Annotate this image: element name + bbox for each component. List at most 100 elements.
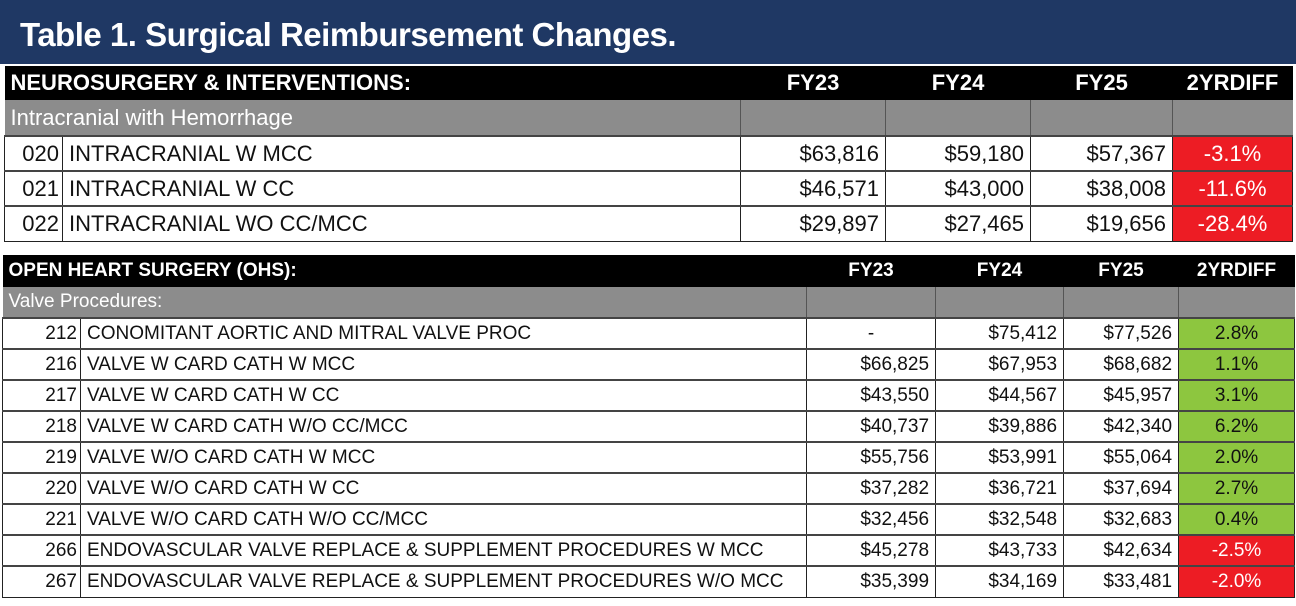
subheading: Valve Procedures: xyxy=(2,287,807,318)
drg-code: 220 xyxy=(2,472,81,505)
table-row: 218 VALVE W CARD CATH W/O CC/MCC $40,737 $3… xyxy=(2,410,1296,443)
fy24-value: $59,180 xyxy=(885,135,1032,172)
subheading-row: Intracranial with Hemorrhage xyxy=(4,100,1293,136)
drg-code: 221 xyxy=(2,503,81,536)
two-year-diff: 6.2% xyxy=(1178,410,1296,443)
fy25-value: $42,634 xyxy=(1063,534,1180,567)
two-year-diff: 0.4% xyxy=(1178,503,1296,536)
drg-description: VALVE W/O CARD CATH W MCC xyxy=(79,441,808,474)
column-header: FY23 xyxy=(806,255,936,287)
drg-description: VALVE W CARD CATH W MCC xyxy=(79,348,808,381)
fy25-value: $68,682 xyxy=(1063,348,1180,381)
fy25-value: $33,481 xyxy=(1063,565,1180,598)
subheading-row: Valve Procedures: xyxy=(2,287,1295,318)
column-header: FY25 xyxy=(1030,66,1173,100)
drg-description: INTRACRANIAL WO CC/MCC xyxy=(61,205,742,242)
drg-description: VALVE W/O CARD CATH W CC xyxy=(79,472,808,505)
fy23-value: $66,825 xyxy=(806,348,937,381)
fy24-value: $43,733 xyxy=(935,534,1065,567)
column-header: FY24 xyxy=(935,255,1064,287)
two-year-diff: -2.5% xyxy=(1178,534,1296,567)
fy23-value: $46,571 xyxy=(740,170,887,207)
fy24-value: $39,886 xyxy=(935,410,1065,443)
table-row: 022 INTRACRANIAL WO CC/MCC $29,897 $27,465 $… xyxy=(4,205,1294,242)
fy25-value: $42,340 xyxy=(1063,410,1180,443)
fy24-value: $32,548 xyxy=(935,503,1065,536)
drg-code: 021 xyxy=(4,170,63,207)
two-year-diff: 2.8% xyxy=(1178,317,1296,350)
fy23-value: - xyxy=(806,317,937,350)
fy23-value: $29,897 xyxy=(740,205,887,242)
subheading-cell xyxy=(1030,100,1173,136)
drg-code: 219 xyxy=(2,441,81,474)
fy24-value: $27,465 xyxy=(885,205,1032,242)
drg-description: CONOMITANT AORTIC AND MITRAL VALVE PROC xyxy=(79,317,808,350)
subheading-cell xyxy=(1063,287,1179,318)
fy25-value: $38,008 xyxy=(1030,170,1174,207)
section-heading: OPEN HEART SURGERY (OHS): xyxy=(2,255,807,287)
two-year-diff: 2.7% xyxy=(1178,472,1296,505)
neurosurgery-table: NEUROSURGERY & INTERVENTIONS: FY23 FY24 FY2… xyxy=(4,66,1294,242)
drg-code: 266 xyxy=(2,534,81,567)
table-row: 219 VALVE W/O CARD CATH W MCC $55,756 $53,9… xyxy=(2,441,1296,474)
fy25-value: $55,064 xyxy=(1063,441,1180,474)
drg-description: ENDOVASCULAR VALVE REPLACE & SUPPLEMENT … xyxy=(79,534,808,567)
drg-description: VALVE W CARD CATH W/O CC/MCC xyxy=(79,410,808,443)
fy25-value: $45,957 xyxy=(1063,379,1180,412)
fy23-value: $55,756 xyxy=(806,441,937,474)
fy23-value: $32,456 xyxy=(806,503,937,536)
fy25-value: $57,367 xyxy=(1030,135,1174,172)
table-row: 220 VALVE W/O CARD CATH W CC $37,282 $36,72… xyxy=(2,472,1296,505)
fy23-value: $43,550 xyxy=(806,379,937,412)
two-year-diff: -3.1% xyxy=(1172,135,1294,172)
section-heading: NEUROSURGERY & INTERVENTIONS: xyxy=(4,66,741,100)
drg-description: VALVE W/O CARD CATH W/O CC/MCC xyxy=(79,503,808,536)
table-row: 221 VALVE W/O CARD CATH W/O CC/MCC $32,456… xyxy=(2,503,1296,536)
column-header: FY24 xyxy=(885,66,1031,100)
column-header: FY23 xyxy=(740,66,886,100)
table-row: 020 INTRACRANIAL W MCC $63,816 $59,180 $57,3… xyxy=(4,135,1294,172)
fy24-value: $36,721 xyxy=(935,472,1065,505)
subheading: Intracranial with Hemorrhage xyxy=(4,100,741,136)
subheading-cell xyxy=(806,287,936,318)
drg-description: INTRACRANIAL W CC xyxy=(61,170,742,207)
table-row: 267 ENDOVASCULAR VALVE REPLACE & SUPPLEME… xyxy=(2,565,1296,598)
fy25-value: $19,656 xyxy=(1030,205,1174,242)
drg-code: 267 xyxy=(2,565,81,598)
two-year-diff: -11.6% xyxy=(1172,170,1294,207)
fy23-value: $40,737 xyxy=(806,410,937,443)
drg-code: 216 xyxy=(2,348,81,381)
drg-description: INTRACRANIAL W MCC xyxy=(61,135,742,172)
fy25-value: $37,694 xyxy=(1063,472,1180,505)
header-row: NEUROSURGERY & INTERVENTIONS: FY23 FY24 FY2… xyxy=(4,66,1293,100)
table-row: 212 CONOMITANT AORTIC AND MITRAL VALVE PR… xyxy=(2,317,1296,350)
drg-code: 217 xyxy=(2,379,81,412)
fy24-value: $34,169 xyxy=(935,565,1065,598)
drg-description: ENDOVASCULAR VALVE REPLACE & SUPPLEMENT … xyxy=(79,565,808,598)
fy23-value: $45,278 xyxy=(806,534,937,567)
fy25-value: $32,683 xyxy=(1063,503,1180,536)
fy24-value: $53,991 xyxy=(935,441,1065,474)
two-year-diff: -28.4% xyxy=(1172,205,1294,242)
column-header: 2YRDIFF xyxy=(1178,255,1295,287)
column-header: FY25 xyxy=(1063,255,1179,287)
subheading-cell xyxy=(935,287,1064,318)
fy25-value: $77,526 xyxy=(1063,317,1180,350)
fy24-value: $43,000 xyxy=(885,170,1032,207)
drg-description: VALVE W CARD CATH W CC xyxy=(79,379,808,412)
table-row: 021 INTRACRANIAL W CC $46,571 $43,000 $38,00… xyxy=(4,170,1294,207)
drg-code: 218 xyxy=(2,410,81,443)
table-row: 216 VALVE W CARD CATH W MCC $66,825 $67,953… xyxy=(2,348,1296,381)
fy23-value: $37,282 xyxy=(806,472,937,505)
drg-code: 020 xyxy=(4,135,63,172)
two-year-diff: 1.1% xyxy=(1178,348,1296,381)
fy23-value: $35,399 xyxy=(806,565,937,598)
table-row: 217 VALVE W CARD CATH W CC $43,550 $44,567 $… xyxy=(2,379,1296,412)
fy23-value: $63,816 xyxy=(740,135,887,172)
subheading-cell xyxy=(1178,287,1295,318)
drg-code: 022 xyxy=(4,205,63,242)
table-row: 266 ENDOVASCULAR VALVE REPLACE & SUPPLEME… xyxy=(2,534,1296,567)
open-heart-surgery-table: OPEN HEART SURGERY (OHS): FY23 FY24 FY25 2YR… xyxy=(2,255,1296,598)
table-title: Table 1. Surgical Reimbursement Changes. xyxy=(0,0,1296,64)
column-header: 2YRDIFF xyxy=(1172,66,1293,100)
